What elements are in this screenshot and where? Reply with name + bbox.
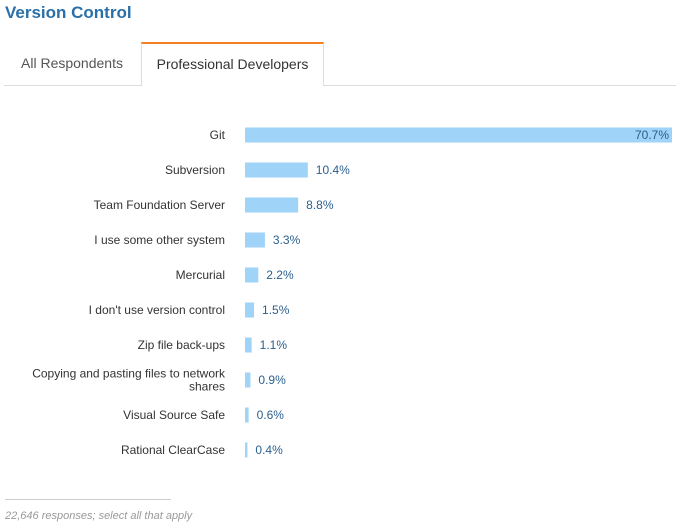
category-label-line: Copying and pasting files to network [32,367,226,381]
value-label: 0.9% [258,373,286,387]
value-label: 1.5% [262,303,290,317]
tab-professional-developers[interactable]: Professional Developers [141,42,324,86]
bar [245,162,308,178]
value-label: 1.1% [260,338,288,352]
bar [245,337,252,353]
value-label: 2.2% [266,268,294,282]
chart-title: Version Control [5,3,132,22]
bar [245,127,672,143]
value-label: 10.4% [316,163,350,177]
bar [245,232,265,248]
category-label-line: Zip file back-ups [138,338,225,352]
value-label: 0.6% [257,408,285,422]
response-count-note: 22,646 responses; select all that apply [5,510,193,522]
category-label: Zip file back-ups [138,338,225,352]
category-label: I don't use version control [89,303,225,317]
value-label: 0.4% [255,443,283,457]
category-label: I use some other system [94,233,225,247]
category-label-line: I use some other system [94,233,225,247]
category-label: Copying and pasting files to network shar… [32,367,226,394]
category-label-line: Visual Source Safe [123,408,225,422]
version-control-bar-chart: Git 70.7% Subversion 10.4% Team Foundation S… [32,127,672,458]
bar [245,197,299,213]
category-label-line: shares [189,380,225,394]
category-label: Team Foundation Server [94,198,225,212]
category-label: Mercurial [176,268,225,282]
bar [245,372,251,388]
respondent-tabs: All Respondents Professional Developers [4,42,676,86]
category-label-line: Team Foundation Server [94,198,225,212]
category-label-line: Subversion [165,163,225,177]
value-label: 70.7% [635,128,669,142]
bar [245,267,259,283]
category-label-line: Git [210,128,226,142]
bar [245,302,255,318]
category-label-line: Rational ClearCase [121,443,225,457]
category-label: Rational ClearCase [121,443,225,457]
value-label: 3.3% [273,233,301,247]
bar [245,407,249,423]
category-label: Subversion [165,163,225,177]
category-label-line: Mercurial [176,268,225,282]
category-label: Git [210,128,226,142]
tab-all-respondents[interactable]: All Respondents [21,55,123,71]
category-label-line: I don't use version control [89,303,225,317]
footnote-divider [5,499,171,500]
value-label: 8.8% [306,198,334,212]
category-label: Visual Source Safe [123,408,225,422]
bar [245,442,248,458]
